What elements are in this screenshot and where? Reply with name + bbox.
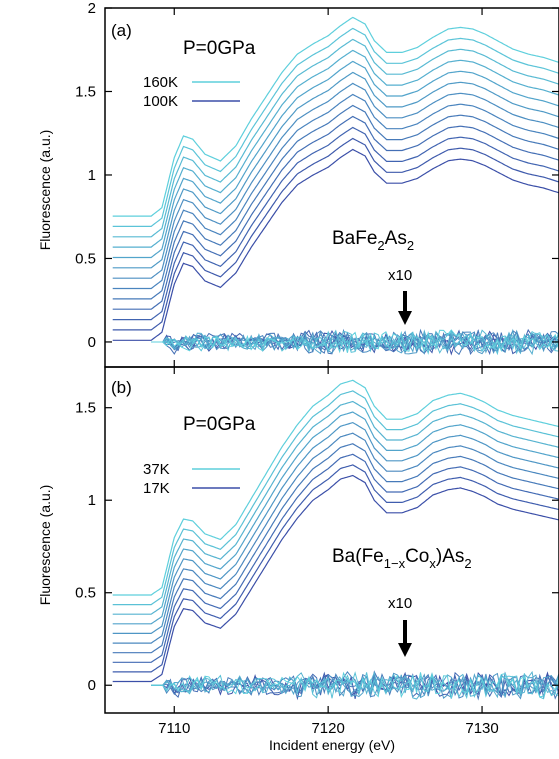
spectrum-line: [112, 474, 559, 683]
panel-b-compound: Ba(Fe1−xCox)As2: [332, 546, 472, 571]
spectrum-line: [112, 38, 559, 238]
legend-label-hot: 37K: [143, 461, 170, 478]
panel-a-frame: [104, 7, 559, 368]
difference-line: [151, 329, 559, 355]
legend-label-cold: 100K: [143, 93, 178, 110]
spectrum-line: [112, 411, 559, 625]
spectrum-line: [112, 400, 559, 615]
spectrum-line: [112, 82, 559, 279]
spectrum-line: [112, 60, 559, 259]
spectrum-line: [112, 148, 559, 341]
spectrum-line: [112, 115, 559, 310]
spectrum-line: [112, 464, 559, 673]
panel-b-pressure: P=0GPa: [183, 414, 256, 435]
spectrum-line: [112, 16, 559, 217]
difference-line: [151, 329, 559, 354]
y-tick-label: 0.5: [75, 250, 96, 267]
difference-line: [151, 671, 559, 701]
spectrum-line: [112, 126, 559, 321]
panel-a: 00.511.52 (a) P=0GPa 160K 100K BaFe2As2 …: [37, 0, 559, 368]
panel-b-arrow: [398, 620, 412, 657]
panel-b-scale-annotation: x10: [388, 595, 412, 612]
panel-a-plot-area: [112, 16, 559, 356]
panel-a-scale-annotation: x10: [388, 267, 412, 284]
spectrum-line: [112, 137, 559, 331]
panel-a-y-ticks: 0 0.5 1 1.5 2: [75, 0, 559, 367]
x-axis-label: Incident energy (eV): [269, 737, 395, 753]
x-tick-label: 7110: [158, 720, 190, 737]
spectrum-line: [112, 27, 559, 227]
spectrum-line: [112, 432, 559, 644]
panel-b-plot-area: [112, 379, 559, 701]
spectrum-line: [112, 443, 559, 654]
spectrum-line: [112, 379, 559, 596]
panel-a-arrow: [398, 291, 412, 325]
spectrum-line: [112, 390, 559, 606]
panel-a-label: (a): [111, 21, 132, 40]
panel-b-label: (b): [111, 378, 132, 397]
x-tick-label: 7130: [465, 720, 498, 737]
legend-label-hot: 160K: [143, 74, 178, 91]
y-tick-label: 0.5: [75, 585, 96, 602]
spectrum-line: [112, 49, 559, 248]
panel-a-legend: 160K 100K: [143, 74, 240, 110]
y-tick-label: 1: [88, 167, 96, 184]
panel-b-legend: 37K 17K: [143, 461, 240, 497]
difference-line: [151, 672, 559, 700]
spectrum-line: [112, 93, 559, 290]
panel-a-y-axis-label: Fluorescence (a.u.): [37, 130, 53, 251]
panel-a-compound: BaFe2As2: [332, 228, 414, 253]
difference-line: [151, 671, 559, 699]
y-tick-label: 1.5: [75, 400, 96, 417]
legend-label-cold: 17K: [143, 480, 170, 497]
panel-a-pressure: P=0GPa: [183, 38, 256, 59]
difference-line: [151, 670, 559, 700]
difference-line: [151, 329, 559, 355]
y-tick-label: 0: [88, 334, 96, 351]
y-tick-label: 0: [88, 677, 96, 694]
panel-b-x-ticks: 7110 7120 7130: [158, 367, 499, 737]
panel-b-frame: [104, 366, 559, 714]
difference-line: [151, 671, 559, 700]
spectrum-line: [112, 453, 559, 663]
y-tick-label: 2: [88, 0, 96, 17]
spectrum-line: [112, 71, 559, 269]
x-tick-label: 7120: [311, 720, 344, 737]
panel-b: 0 0.5 1 1.5 7110 7120 7130 (b) P=0GPa 37K 17K…: [37, 366, 559, 753]
spectrum-line: [112, 421, 559, 634]
y-tick-label: 1: [88, 492, 96, 509]
panel-b-y-ticks: 0 0.5 1 1.5: [75, 400, 559, 694]
panel-b-y-axis-label: Fluorescence (a.u.): [37, 485, 53, 606]
difference-line: [151, 330, 559, 356]
y-tick-label: 1.5: [75, 83, 96, 100]
spectrum-line: [112, 104, 559, 300]
